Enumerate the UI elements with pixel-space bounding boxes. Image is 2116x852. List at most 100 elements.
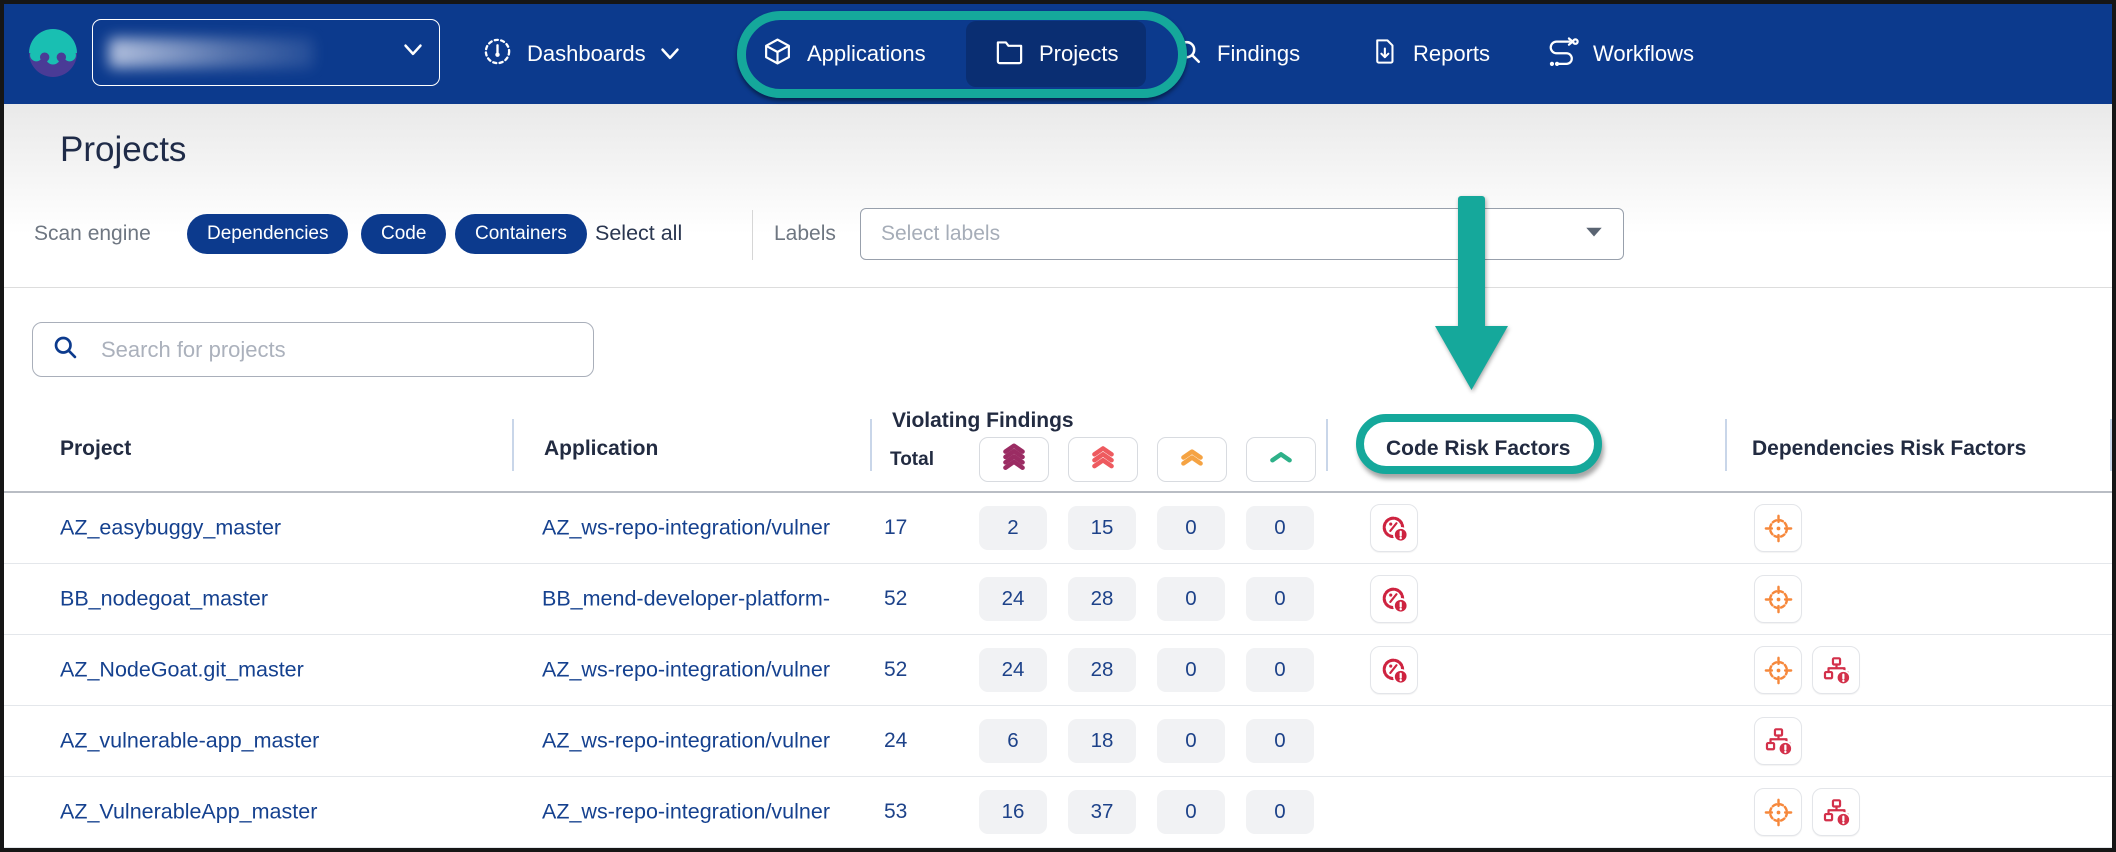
col-header-violating-findings: Violating Findings (892, 409, 1074, 432)
project-link[interactable]: AZ_easybuggy_master (60, 515, 282, 540)
section-divider (4, 287, 2112, 288)
nav-label-dashboards: Dashboards (527, 41, 646, 66)
code-vulnerability-icon[interactable] (1370, 646, 1418, 694)
severity-count-medium: 0 (1157, 506, 1225, 550)
code-vulnerability-icon[interactable] (1370, 504, 1418, 552)
severity-filter-low[interactable] (1246, 437, 1316, 482)
vulnerable-dependency-tree-icon[interactable] (1754, 717, 1802, 765)
header-divider (870, 419, 872, 471)
select-all-button[interactable]: Select all (595, 221, 683, 245)
code-risk-factors-cell (1370, 575, 1418, 623)
total-findings-value: 52 (884, 587, 908, 610)
severity-count-medium: 0 (1157, 719, 1225, 763)
severity-count-critical: 6 (979, 719, 1047, 763)
reachable-target-icon[interactable] (1754, 788, 1802, 836)
nav-item-workflows[interactable]: Workflows (1544, 4, 1694, 104)
severity-critical-icon (997, 442, 1031, 477)
severity-count-high: 15 (1068, 506, 1136, 550)
nav-item-findings[interactable]: Findings (1174, 4, 1300, 104)
nav-item-dashboards[interactable]: Dashboards (482, 4, 680, 104)
search-icon (51, 333, 79, 366)
table-header: Project Application Violating Findings T… (4, 401, 2112, 493)
mend-logo-icon[interactable] (28, 28, 78, 83)
severity-count-critical: 16 (979, 790, 1047, 834)
severity-count-medium: 0 (1157, 790, 1225, 834)
projects-table: Project Application Violating Findings T… (4, 401, 2112, 848)
severity-count-low: 0 (1246, 577, 1314, 621)
nav-item-projects-selected[interactable]: Projects (966, 21, 1147, 87)
folder-icon (994, 36, 1025, 73)
project-search-box (32, 322, 594, 377)
project-link[interactable]: AZ_NodeGoat.git_master (60, 657, 304, 682)
code-risk-factors-cell (1370, 504, 1418, 552)
chip-containers[interactable]: Containers (455, 214, 587, 254)
table-row: AZ_easybuggy_master AZ_ws-repo-integratio… (4, 493, 2112, 564)
nav-label-workflows: Workflows (1593, 41, 1695, 66)
nav-item-reports[interactable]: Reports (1370, 4, 1490, 104)
header-divider (512, 419, 514, 471)
account-selector[interactable] (92, 19, 440, 86)
account-name-blurred (109, 37, 314, 68)
search-input[interactable] (99, 335, 575, 364)
severity-count-critical: 24 (979, 577, 1047, 621)
severity-count-high: 37 (1068, 790, 1136, 834)
total-findings-value: 53 (884, 800, 908, 823)
severity-count-low: 0 (1246, 506, 1314, 550)
labels-select[interactable]: Select labels (860, 208, 1624, 260)
col-header-application[interactable]: Application (544, 437, 659, 460)
chevron-down-icon (660, 41, 680, 67)
severity-count-critical: 2 (979, 506, 1047, 550)
application-link[interactable]: BB_mend-developer-platform- (542, 586, 830, 611)
code-vulnerability-icon[interactable] (1370, 575, 1418, 623)
chevron-down-icon (403, 43, 423, 62)
severity-count-low: 0 (1246, 719, 1314, 763)
col-header-project[interactable]: Project (60, 437, 132, 460)
dependencies-risk-factors-cell (1754, 646, 1860, 694)
table-row: AZ_NodeGoat.git_master AZ_ws-repo-integra… (4, 635, 2112, 706)
project-link[interactable]: AZ_VulnerableApp_master (60, 799, 318, 824)
application-link[interactable]: AZ_ws-repo-integration/vulner (542, 515, 830, 540)
caret-down-icon (1585, 225, 1603, 243)
application-link[interactable]: AZ_ws-repo-integration/vulner (542, 657, 830, 682)
reachable-target-icon[interactable] (1754, 575, 1802, 623)
vulnerable-dependency-tree-icon[interactable] (1812, 788, 1860, 836)
project-link[interactable]: AZ_vulnerable-app_master (60, 728, 320, 753)
vulnerable-dependency-tree-icon[interactable] (1812, 646, 1860, 694)
chip-dependencies[interactable]: Dependencies (187, 214, 349, 254)
application-link[interactable]: AZ_ws-repo-integration/vulner (542, 799, 830, 824)
report-icon (1370, 37, 1399, 72)
severity-count-high: 18 (1068, 719, 1136, 763)
nav-label-projects: Projects (1039, 41, 1119, 66)
nav-label-applications: Applications (807, 41, 926, 66)
nav-item-applications[interactable]: Applications (762, 4, 926, 104)
reachable-target-icon[interactable] (1754, 646, 1802, 694)
total-findings-value: 24 (884, 729, 908, 752)
col-header-total: Total (890, 449, 934, 470)
labels-label: Labels (774, 222, 836, 245)
severity-filter-medium[interactable] (1157, 437, 1227, 482)
severity-count-high: 28 (1068, 648, 1136, 692)
table-row: AZ_VulnerableApp_master AZ_ws-repo-integr… (4, 777, 2112, 848)
chip-code[interactable]: Code (361, 214, 447, 254)
severity-filter-high[interactable] (1068, 437, 1138, 482)
dependencies-risk-factors-cell (1754, 717, 1802, 765)
header-divider (1326, 419, 1328, 471)
table-row: BB_nodegoat_master BB_mend-developer-plat… (4, 564, 2112, 635)
nav-label-reports: Reports (1413, 41, 1491, 66)
col-header-deps-risk: Dependencies Risk Factors (1752, 437, 2027, 460)
reachable-target-icon[interactable] (1754, 504, 1802, 552)
header-divider (2110, 419, 2112, 471)
severity-count-critical: 24 (979, 648, 1047, 692)
severity-filter-critical[interactable] (979, 437, 1049, 482)
table-row: AZ_vulnerable-app_master AZ_ws-repo-integ… (4, 706, 2112, 777)
application-link[interactable]: AZ_ws-repo-integration/vulner (542, 728, 830, 753)
project-link[interactable]: BB_nodegoat_master (60, 586, 268, 611)
gauge-icon (482, 36, 513, 73)
severity-medium-icon (1175, 442, 1209, 477)
header-divider (1725, 419, 1727, 471)
table-body: AZ_easybuggy_master AZ_ws-repo-integratio… (4, 493, 2112, 848)
annotation-ring-code-risk (1356, 414, 1602, 474)
nav-label-findings: Findings (1217, 41, 1301, 66)
scan-engine-label: Scan engine (34, 222, 151, 245)
